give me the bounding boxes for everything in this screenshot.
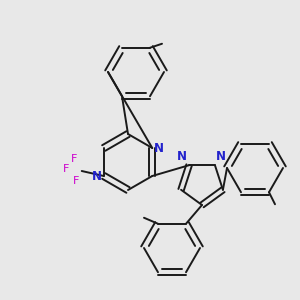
Text: F: F: [70, 154, 77, 164]
Text: N: N: [154, 142, 164, 154]
Text: N: N: [177, 150, 187, 163]
Text: N: N: [216, 150, 226, 163]
Text: N: N: [92, 169, 102, 182]
Text: F: F: [73, 176, 79, 186]
Text: F: F: [63, 164, 69, 174]
